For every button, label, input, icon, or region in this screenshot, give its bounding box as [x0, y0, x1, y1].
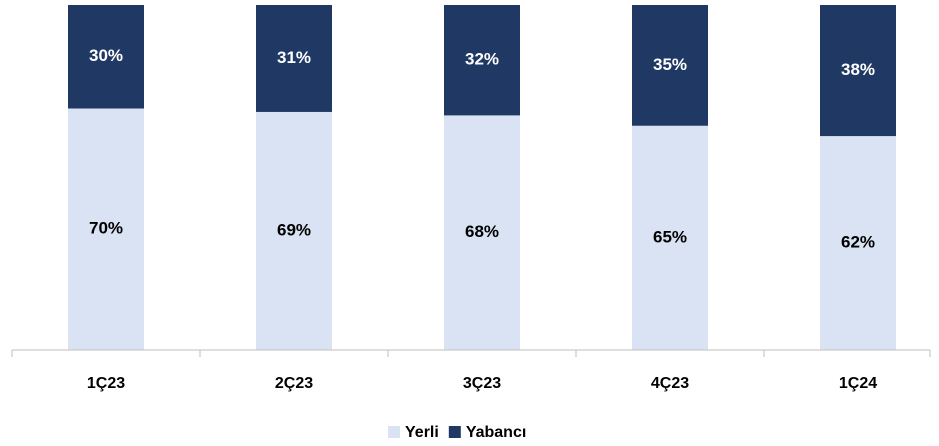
legend-label: Yerli: [405, 424, 439, 441]
legend-label: Yabancı: [466, 424, 526, 441]
x-tick-label: 1Ç24: [839, 375, 877, 392]
data-label: 30%: [89, 46, 123, 65]
data-label: 62%: [841, 233, 875, 252]
data-label: 31%: [277, 48, 311, 67]
bar-segment: [68, 108, 144, 350]
bar-segment: [820, 5, 896, 137]
bar-segment: [444, 115, 520, 351]
bar-segment: [632, 5, 708, 126]
data-label: 68%: [465, 222, 499, 241]
legend-swatch: [388, 426, 400, 438]
legend-swatch: [448, 426, 461, 438]
bar-segment: [444, 5, 520, 116]
data-label: 35%: [653, 55, 687, 74]
bar-segment: [68, 5, 144, 109]
x-tick-label: 4Ç23: [651, 375, 689, 392]
bar-segment: [256, 5, 332, 112]
bar-segment: [256, 111, 332, 350]
data-label: 70%: [89, 219, 123, 238]
data-label: 69%: [277, 220, 311, 239]
data-label: 32%: [465, 50, 499, 69]
bar-segment: [632, 125, 708, 350]
data-label: 65%: [653, 227, 687, 246]
x-tick-label: 2Ç23: [275, 375, 313, 392]
x-tick-label: 3Ç23: [463, 375, 501, 392]
x-tick-label: 1Ç23: [87, 375, 125, 392]
data-label: 38%: [841, 60, 875, 79]
bar-segment: [820, 136, 896, 350]
